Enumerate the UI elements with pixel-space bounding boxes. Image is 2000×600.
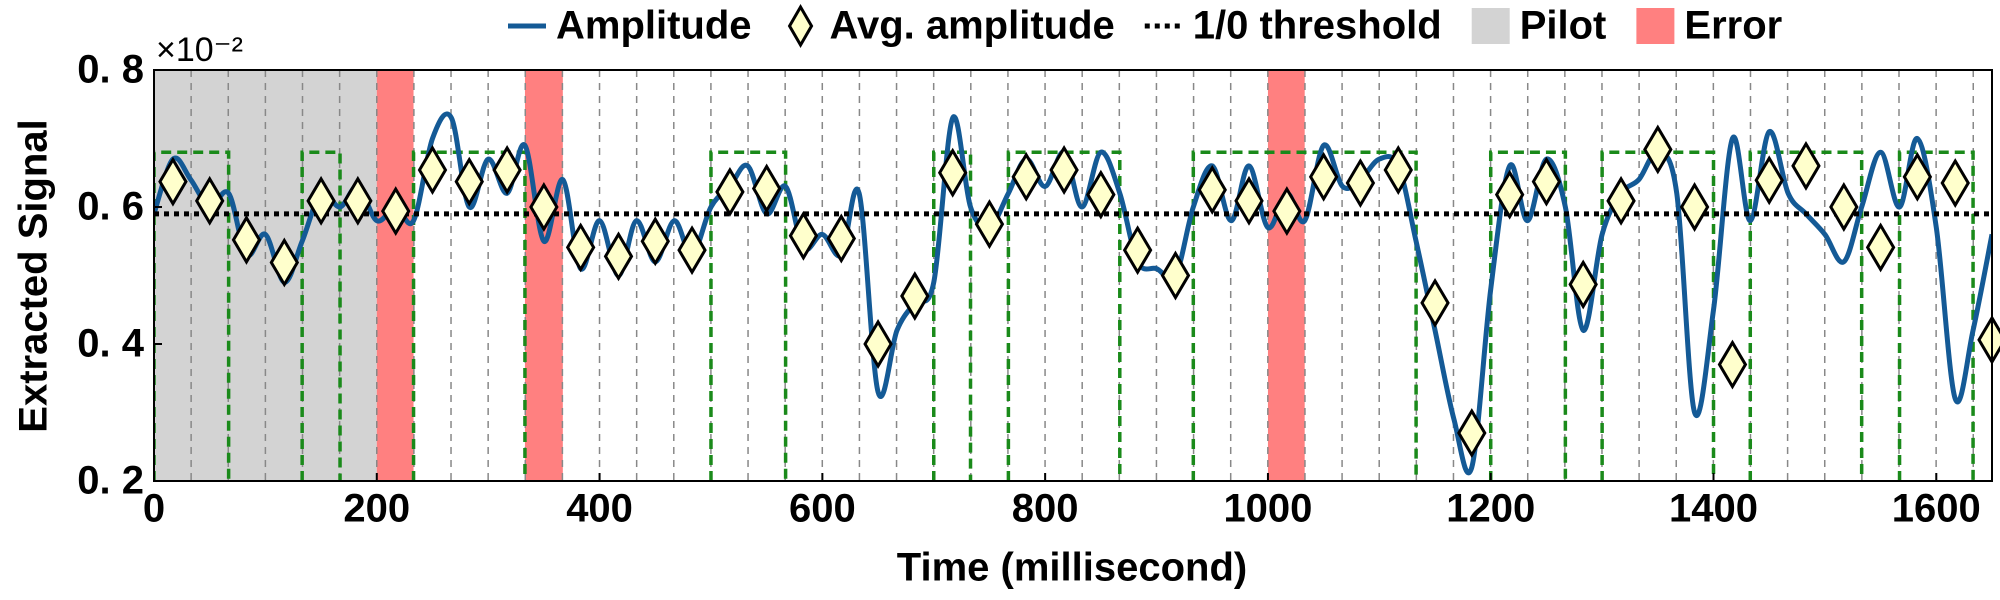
y-tick-label: 0. 2 [77,459,144,503]
avg-diamond [1902,151,1933,202]
avg-diamond [1086,169,1116,220]
x-tick-label: 400 [566,487,633,531]
avg-diamond [158,156,188,207]
legend-label: Amplitude [556,4,752,48]
avg-diamond [640,216,671,267]
avg-diamond [529,182,559,232]
legend-key [1471,8,1510,44]
avg-diamond [565,222,596,273]
plot-frame [153,69,1993,482]
avg-diamond [603,231,634,282]
bit-one-box [1488,150,1568,481]
x-tick-label: 1600 [1892,487,1981,531]
x-tick-label: 800 [1012,487,1079,531]
x-tick-label: 0 [143,487,165,531]
avg-diamond [1940,158,1970,208]
x-tick-label: 1000 [1223,487,1312,531]
avg-diamond [715,166,745,217]
avg-diamond [1643,124,1673,175]
avg-diamond [974,199,1005,250]
bit-one-box [709,150,788,481]
x-tick-label: 600 [789,487,856,531]
legend-label: 1/0 threshold [1193,4,1442,48]
avg-diamond [937,147,968,198]
avg-diamond [1568,259,1598,310]
avg-diamond [194,175,225,226]
avg-diamond [751,163,782,214]
avg-diamond [1531,156,1562,207]
avg-diamond [1308,151,1339,202]
legend-key [787,4,814,48]
legend-label: Error [1684,4,1782,48]
avg-diamond [492,145,522,195]
pilot-region [154,70,377,481]
amplitude-line [154,111,1992,476]
avg-diamond [1383,145,1414,195]
legend-label: Avg. amplitude [830,4,1115,48]
avg-diamond [454,156,484,207]
avg-diamond [863,319,893,369]
avg-diamond [306,175,336,226]
avg-diamond [1754,155,1784,206]
avg-diamond [1122,225,1153,276]
bit-one-box [154,150,231,481]
avg-diamond [1197,164,1227,215]
avg-diamond [343,175,373,226]
plot [154,70,1992,481]
avg-diamond [1865,222,1896,273]
x-tick-label: 1400 [1669,487,1758,531]
bit-one-box [411,150,527,481]
x-axis-label: Time (millisecond) [897,546,1247,590]
bit-one-box [300,150,342,481]
avg-diamond [1049,145,1079,195]
avg-diamond [1791,140,1821,191]
y-axis-label: Extracted Signal [12,119,56,432]
avg-diamond [1272,186,1302,237]
y-tick-label: 0. 8 [77,48,144,92]
x-tick-label: 200 [343,487,410,531]
avg-diamond [269,237,300,288]
y-multiplier: ×10⁻² [156,31,243,69]
bit-one-box [932,150,973,481]
error-region [524,70,563,481]
avg-diamond [417,145,448,195]
avg-diamond [1457,408,1487,458]
avg-diamond [1234,175,1264,226]
bit-one-box [1897,150,1975,481]
avg-diamond [380,186,411,237]
avg-diamond [900,271,930,321]
avg-diamond [1420,277,1450,328]
avg-diamond [1011,151,1041,202]
error-region [1267,70,1305,481]
avg-diamond [1679,182,1710,232]
y-tick-label: 0. 4 [77,322,144,366]
avg-diamond [1717,339,1748,390]
avg-diamond [826,213,857,264]
bit-one-box [1191,150,1418,481]
error-region [376,70,414,481]
avg-diamond [1345,158,1376,208]
avg-diamond [1160,250,1191,301]
avg-diamond [231,214,262,265]
avg-diamond [1977,314,2000,365]
x-tick-label: 1200 [1446,487,1535,531]
avg-diamond [677,225,707,276]
legend-key [1636,8,1675,44]
avg-diamond [788,210,819,261]
legend-label: Pilot [1520,4,1607,48]
avg-diamond [1606,175,1636,226]
avg-diamond [1829,182,1859,232]
avg-diamond [1494,169,1525,220]
y-tick-label: 0. 6 [77,185,144,229]
